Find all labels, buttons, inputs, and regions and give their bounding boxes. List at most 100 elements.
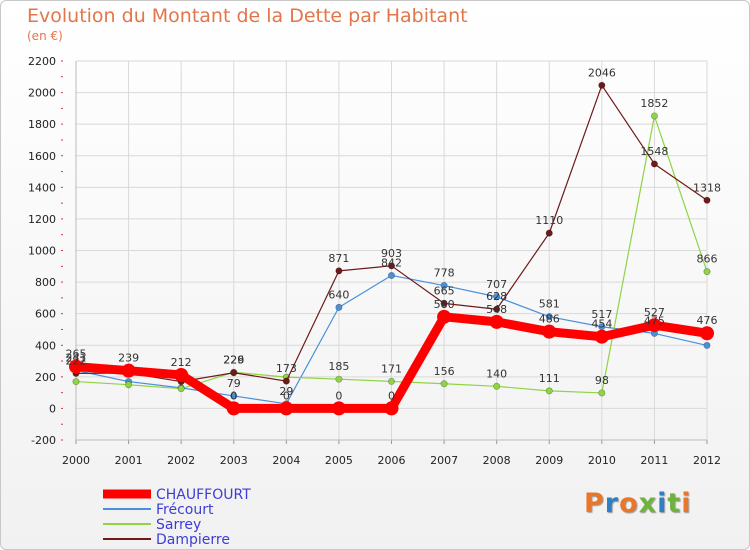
- data-point-frécourt: [703, 341, 711, 349]
- data-label: 475: [644, 314, 665, 327]
- y-tick-label: 1400: [28, 181, 56, 194]
- x-tick-label: 2009: [535, 454, 563, 467]
- data-label: 640: [328, 288, 349, 301]
- data-point-sarrey: [387, 377, 395, 385]
- data-label: 29: [279, 385, 293, 398]
- logo-letter: x: [638, 488, 658, 519]
- data-label: 517: [591, 308, 612, 321]
- data-point-frécourt: [440, 282, 448, 290]
- data-label: 140: [486, 367, 507, 380]
- data-point-sarrey: [72, 378, 80, 386]
- data-point-frécourt: [335, 303, 343, 311]
- data-label: 580: [434, 298, 455, 311]
- data-label: 778: [434, 267, 455, 280]
- data-point-sarrey: [545, 387, 553, 395]
- data-point-frécourt: [387, 271, 395, 279]
- logo-letter: r: [604, 488, 620, 519]
- data-point-dampierre: [282, 377, 290, 385]
- data-point-dampierre: [598, 81, 606, 89]
- data-point-chauffourt: [69, 359, 83, 374]
- data-label: 842: [381, 256, 402, 269]
- x-tick-label: 2011: [640, 454, 668, 467]
- data-label: 241: [66, 351, 87, 364]
- x-tick-label: 2006: [378, 454, 406, 467]
- chart-subtitle: (en €): [27, 29, 63, 43]
- legend-label: Frécourt: [156, 502, 214, 518]
- data-point-chauffourt: [594, 329, 609, 344]
- data-label: 185: [328, 360, 349, 373]
- data-point-chauffourt: [542, 324, 557, 339]
- data-point-dampierre: [440, 299, 448, 307]
- legend-label: Dampierre: [156, 532, 230, 548]
- series-lines: [69, 81, 714, 416]
- data-label: 866: [697, 253, 718, 266]
- data-label: 665: [434, 284, 455, 297]
- y-tick-label: 1000: [28, 245, 56, 258]
- logo-letter: t: [667, 488, 682, 519]
- y-tick-label: 1600: [28, 150, 56, 163]
- data-point-chauffourt: [647, 318, 662, 333]
- x-tick-label: 2007: [430, 454, 458, 467]
- data-label: 871: [328, 252, 349, 265]
- data-label: 171: [381, 362, 402, 375]
- logo-letter: P: [584, 488, 605, 519]
- data-label: 548: [486, 303, 507, 316]
- axes: -200020040060080010001200140016001800200…: [28, 55, 721, 467]
- data-point-chauffourt: [226, 401, 241, 416]
- data-label: 229: [223, 353, 244, 366]
- data-point-sarrey: [650, 112, 658, 120]
- logo-letter: i: [657, 488, 668, 519]
- data-point-dampierre: [703, 196, 711, 204]
- y-tick-label: 400: [35, 339, 56, 352]
- data-point-sarrey: [440, 380, 448, 388]
- data-label: 212: [171, 356, 192, 369]
- x-tick-label: 2003: [220, 454, 248, 467]
- data-label: 1852: [640, 97, 668, 110]
- data-point-chauffourt: [121, 363, 136, 378]
- x-tick-label: 2002: [167, 454, 195, 467]
- data-label: 79: [227, 377, 241, 390]
- data-label: 0: [335, 389, 342, 402]
- x-tick-label: 2008: [483, 454, 511, 467]
- data-point-dampierre: [335, 267, 343, 275]
- data-label: 0: [388, 389, 395, 402]
- logo-letter: o: [619, 488, 639, 519]
- y-tick-label: 2000: [28, 87, 56, 100]
- data-point-sarrey: [703, 268, 711, 276]
- data-point-sarrey: [493, 382, 501, 390]
- data-point-dampierre: [387, 262, 395, 270]
- data-label: 707: [486, 278, 507, 291]
- data-label: 239: [118, 352, 139, 365]
- data-label: 1110: [535, 214, 563, 227]
- data-label: 0: [230, 389, 237, 402]
- data-label: 98: [595, 374, 609, 387]
- data-label: 265: [66, 348, 87, 361]
- data-label: 226: [223, 354, 244, 367]
- y-tick-label: 2200: [28, 55, 56, 68]
- data-point-chauffourt: [489, 314, 504, 329]
- y-tick-label: 600: [35, 308, 56, 321]
- data-label: 0: [283, 389, 290, 402]
- y-tick-label: 1800: [28, 118, 56, 131]
- data-label: 111: [539, 372, 560, 385]
- data-point-chauffourt: [700, 326, 714, 341]
- data-label: 2046: [588, 66, 616, 79]
- x-tick-label: 2005: [325, 454, 353, 467]
- data-point-sarrey: [177, 385, 185, 393]
- y-tick-label: -200: [31, 434, 56, 447]
- data-labels: 265 239 212 0 0 0 0 580 548 486 454 527 476 241 79 29 64…: [66, 66, 722, 402]
- data-label: 156: [434, 365, 455, 378]
- x-tick-label: 2004: [272, 454, 300, 467]
- data-point-dampierre: [650, 160, 658, 168]
- y-tick-label: 1200: [28, 213, 56, 226]
- data-point-sarrey: [335, 375, 343, 383]
- data-label: 173: [276, 362, 297, 375]
- y-tick-label: 200: [35, 371, 56, 384]
- data-point-chauffourt: [174, 367, 189, 382]
- data-label: 903: [381, 247, 402, 260]
- data-label: 486: [539, 313, 560, 326]
- proxiti-logo: Proxiti: [584, 488, 692, 519]
